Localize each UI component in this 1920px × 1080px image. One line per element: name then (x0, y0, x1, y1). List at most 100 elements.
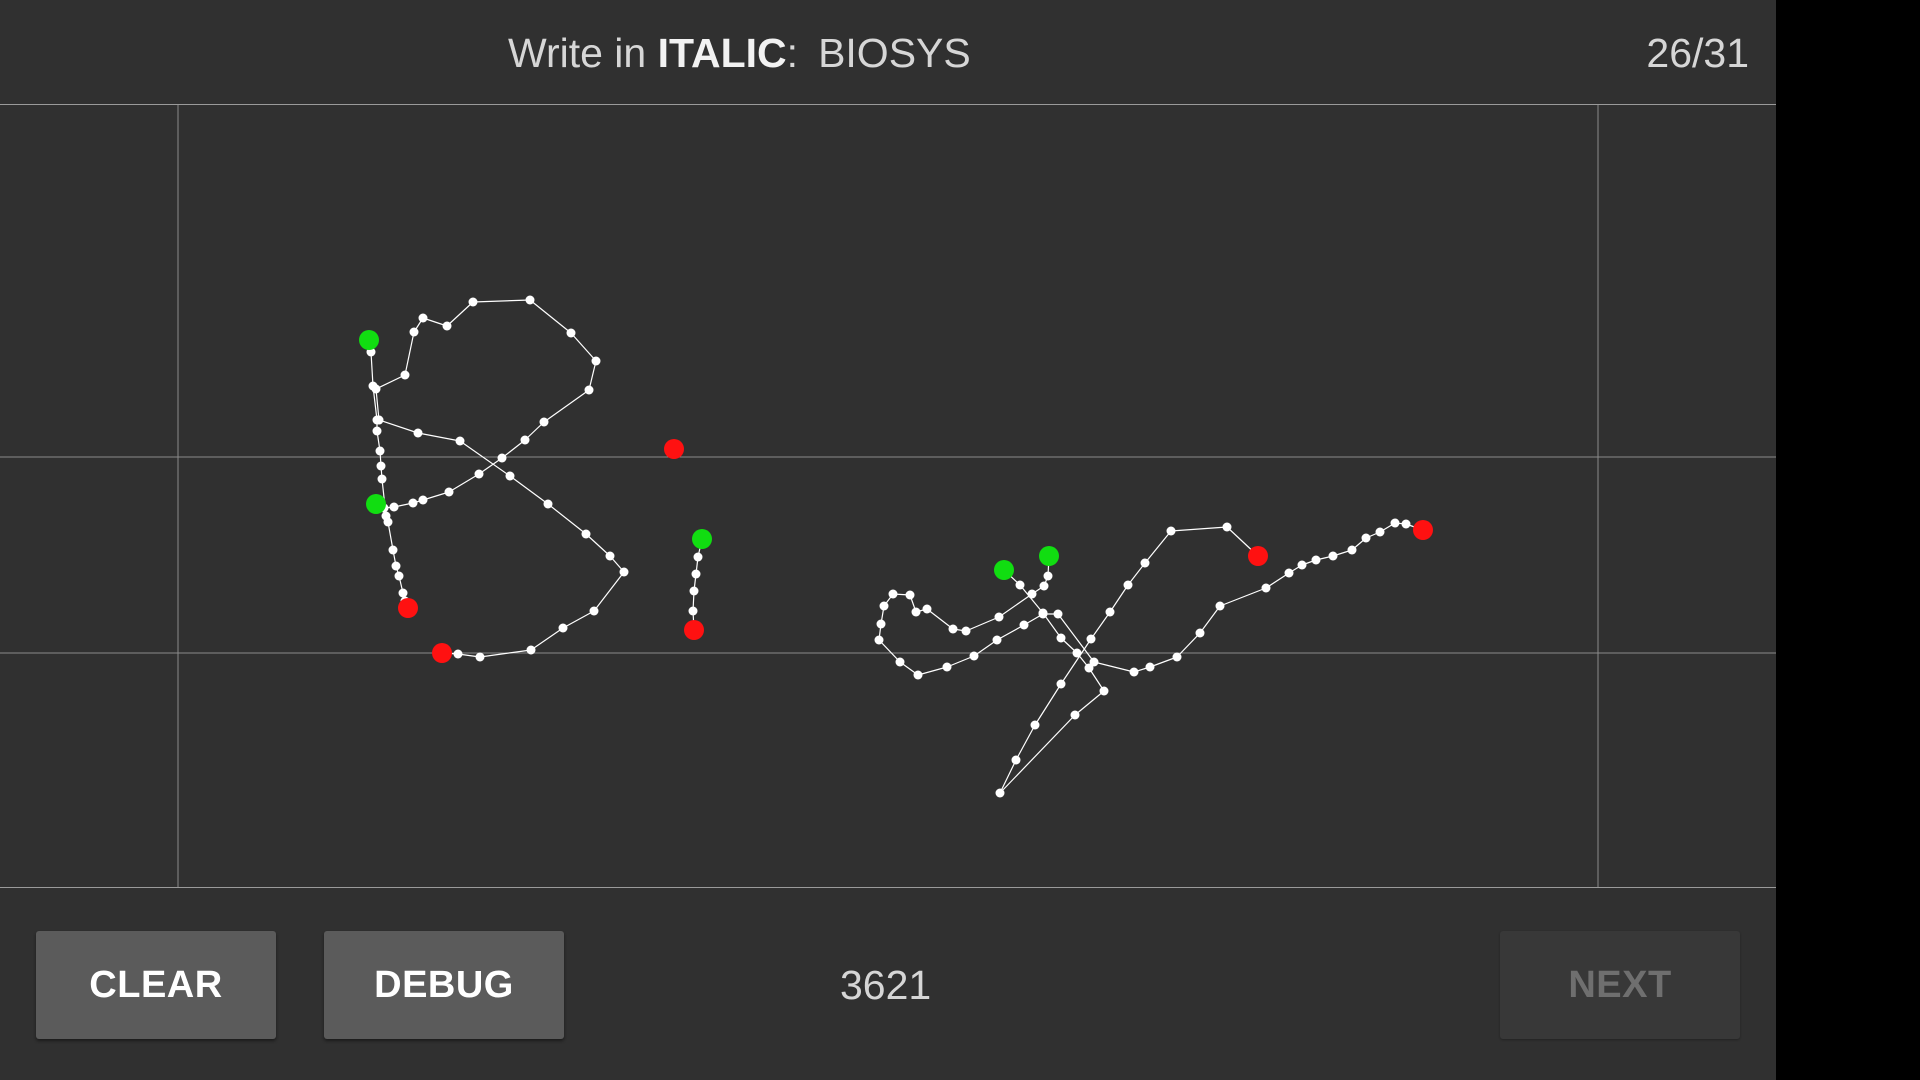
guide-lines (0, 105, 1776, 887)
sample-point (400, 370, 410, 380)
sample-point (383, 517, 393, 527)
point-count: 3621 (840, 962, 932, 1008)
sample-point (1401, 519, 1411, 529)
writing-prompt: Write in ITALIC: BIOSYS (508, 30, 971, 77)
sample-point (408, 498, 418, 508)
sample-point (418, 313, 428, 323)
sample-point (497, 453, 507, 463)
sample-point (969, 651, 979, 661)
prompt-style: ITALIC (657, 30, 787, 76)
drawing-canvas[interactable] (0, 105, 1776, 887)
sample-point (994, 612, 1004, 622)
sample-point (1328, 551, 1338, 561)
sample-point (1390, 518, 1400, 528)
sample-point (1043, 571, 1053, 581)
sample-point (372, 426, 382, 436)
ink-stroke (994, 522, 1268, 798)
sample-point (995, 788, 1005, 798)
sample-point (543, 499, 553, 509)
stroke-path (368, 339, 409, 609)
sample-point (879, 601, 889, 611)
stroke-end-point (664, 439, 684, 459)
sample-point (1099, 686, 1109, 696)
sample-point (1297, 560, 1307, 570)
sample-point (520, 435, 530, 445)
footer-bar: CLEAR DEBUG 3621 NEXT (0, 887, 1776, 1080)
sample-point (688, 606, 698, 616)
sample-point (1084, 663, 1094, 673)
sample-point (455, 436, 465, 446)
sample-point (475, 652, 485, 662)
sample-point (1011, 755, 1021, 765)
sample-point (689, 586, 699, 596)
sample-point (874, 635, 884, 645)
ink-layer (359, 295, 1433, 798)
stroke-end-point (684, 620, 704, 640)
sample-point (1039, 581, 1049, 591)
progress-counter: 26/31 (1646, 30, 1749, 76)
sample-point (413, 428, 423, 438)
stroke-start-point (994, 560, 1014, 580)
sample-point (1105, 607, 1115, 617)
header-bar: Write in ITALIC: BIOSYS 26/31 (0, 0, 1776, 105)
stroke-start-point (366, 494, 386, 514)
sample-point (1038, 609, 1048, 619)
sample-point (558, 623, 568, 633)
ink-stroke (684, 529, 712, 640)
sample-point (581, 529, 591, 539)
ink-stroke (359, 330, 418, 618)
sample-point (605, 551, 615, 561)
sample-point (1361, 533, 1371, 543)
sample-point (526, 645, 536, 655)
sample-point (1222, 522, 1232, 532)
sample-point (468, 297, 478, 307)
sample-point (1347, 545, 1357, 555)
sample-point (398, 588, 408, 598)
sample-point (418, 495, 428, 505)
sample-point (948, 624, 958, 634)
sample-point (394, 571, 404, 581)
sample-point (1030, 720, 1040, 730)
stroke-path (375, 299, 625, 658)
sample-point (1072, 648, 1082, 658)
ink-stroke (664, 439, 684, 459)
sample-point (591, 356, 601, 366)
stroke-start-point (692, 529, 712, 549)
sample-point (1140, 558, 1150, 568)
stroke-start-point (1039, 546, 1059, 566)
sample-point (1195, 628, 1205, 638)
sample-point (1375, 527, 1385, 537)
sample-point (693, 552, 703, 562)
sample-point (1070, 710, 1080, 720)
stroke-start-point (359, 330, 379, 350)
sample-point (1284, 568, 1294, 578)
sample-point (1056, 633, 1066, 643)
sample-point (525, 295, 535, 305)
sample-point (589, 606, 599, 616)
sample-point (888, 589, 898, 599)
clear-button[interactable]: CLEAR (36, 931, 276, 1039)
sample-point (391, 561, 401, 571)
sample-point (584, 385, 594, 395)
sample-point (474, 469, 484, 479)
sample-point (913, 670, 923, 680)
sample-point (911, 607, 921, 617)
sample-point (388, 545, 398, 555)
sample-point (961, 626, 971, 636)
sample-point (376, 461, 386, 471)
sample-point (375, 446, 385, 456)
prompt-word: BIOSYS (818, 30, 971, 76)
sample-point (371, 384, 381, 394)
sample-point (444, 487, 454, 497)
next-button[interactable]: NEXT (1500, 931, 1740, 1039)
ink-stroke (874, 518, 1433, 680)
sample-point (1053, 609, 1063, 619)
sample-point (566, 328, 576, 338)
debug-button[interactable]: DEBUG (324, 931, 564, 1039)
sample-point (1145, 662, 1155, 672)
stroke-path (878, 522, 1424, 676)
sample-point (1089, 657, 1099, 667)
sample-point (374, 415, 384, 425)
sample-point (539, 417, 549, 427)
sample-point (922, 604, 932, 614)
